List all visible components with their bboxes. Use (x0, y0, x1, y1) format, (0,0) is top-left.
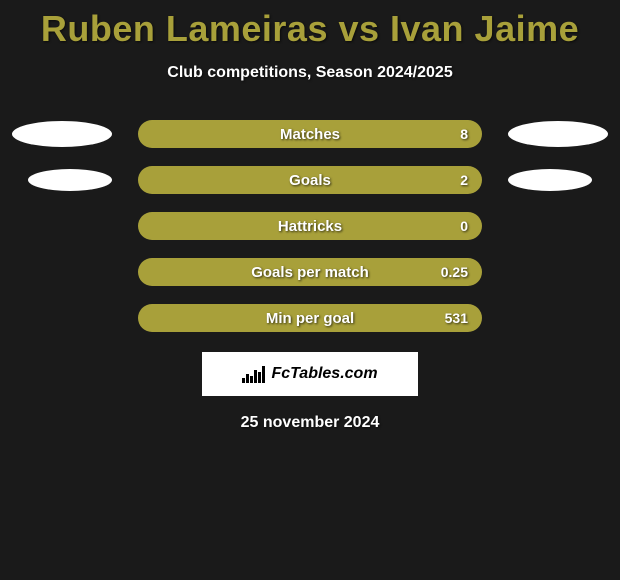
stat-label: Matches (280, 126, 340, 143)
stat-row: Min per goal 531 (0, 304, 620, 332)
stat-value: 531 (445, 310, 468, 326)
logo-box: FcTables.com (202, 352, 418, 396)
date: 25 november 2024 (0, 414, 620, 432)
stat-rows: Matches 8 Goals 2 Hattricks 0 Goals per match 0… (0, 120, 620, 332)
stat-row: Hattricks 0 (0, 212, 620, 240)
chart-icon (242, 365, 265, 383)
stat-value: 0 (460, 218, 468, 234)
stat-value: 8 (460, 126, 468, 142)
left-pill (12, 121, 112, 147)
stat-label: Goals per match (251, 264, 369, 281)
stat-value: 2 (460, 172, 468, 188)
stat-bar: Min per goal 531 (138, 304, 482, 332)
infographic-container: Ruben Lameiras vs Ivan Jaime Club compet… (0, 0, 620, 432)
stat-bar: Hattricks 0 (138, 212, 482, 240)
left-pill (28, 169, 112, 191)
stat-row: Matches 8 (0, 120, 620, 148)
subtitle: Club competitions, Season 2024/2025 (0, 64, 620, 82)
stat-row: Goals 2 (0, 166, 620, 194)
stat-bar: Matches 8 (138, 120, 482, 148)
logo-text: FcTables.com (271, 365, 377, 383)
stat-value: 0.25 (441, 264, 468, 280)
stat-label: Hattricks (278, 218, 342, 235)
stat-label: Min per goal (266, 310, 354, 327)
stat-bar: Goals 2 (138, 166, 482, 194)
right-pill (508, 121, 608, 147)
page-title: Ruben Lameiras vs Ivan Jaime (0, 8, 620, 50)
stat-bar: Goals per match 0.25 (138, 258, 482, 286)
right-pill (508, 169, 592, 191)
stat-row: Goals per match 0.25 (0, 258, 620, 286)
stat-label: Goals (289, 172, 331, 189)
